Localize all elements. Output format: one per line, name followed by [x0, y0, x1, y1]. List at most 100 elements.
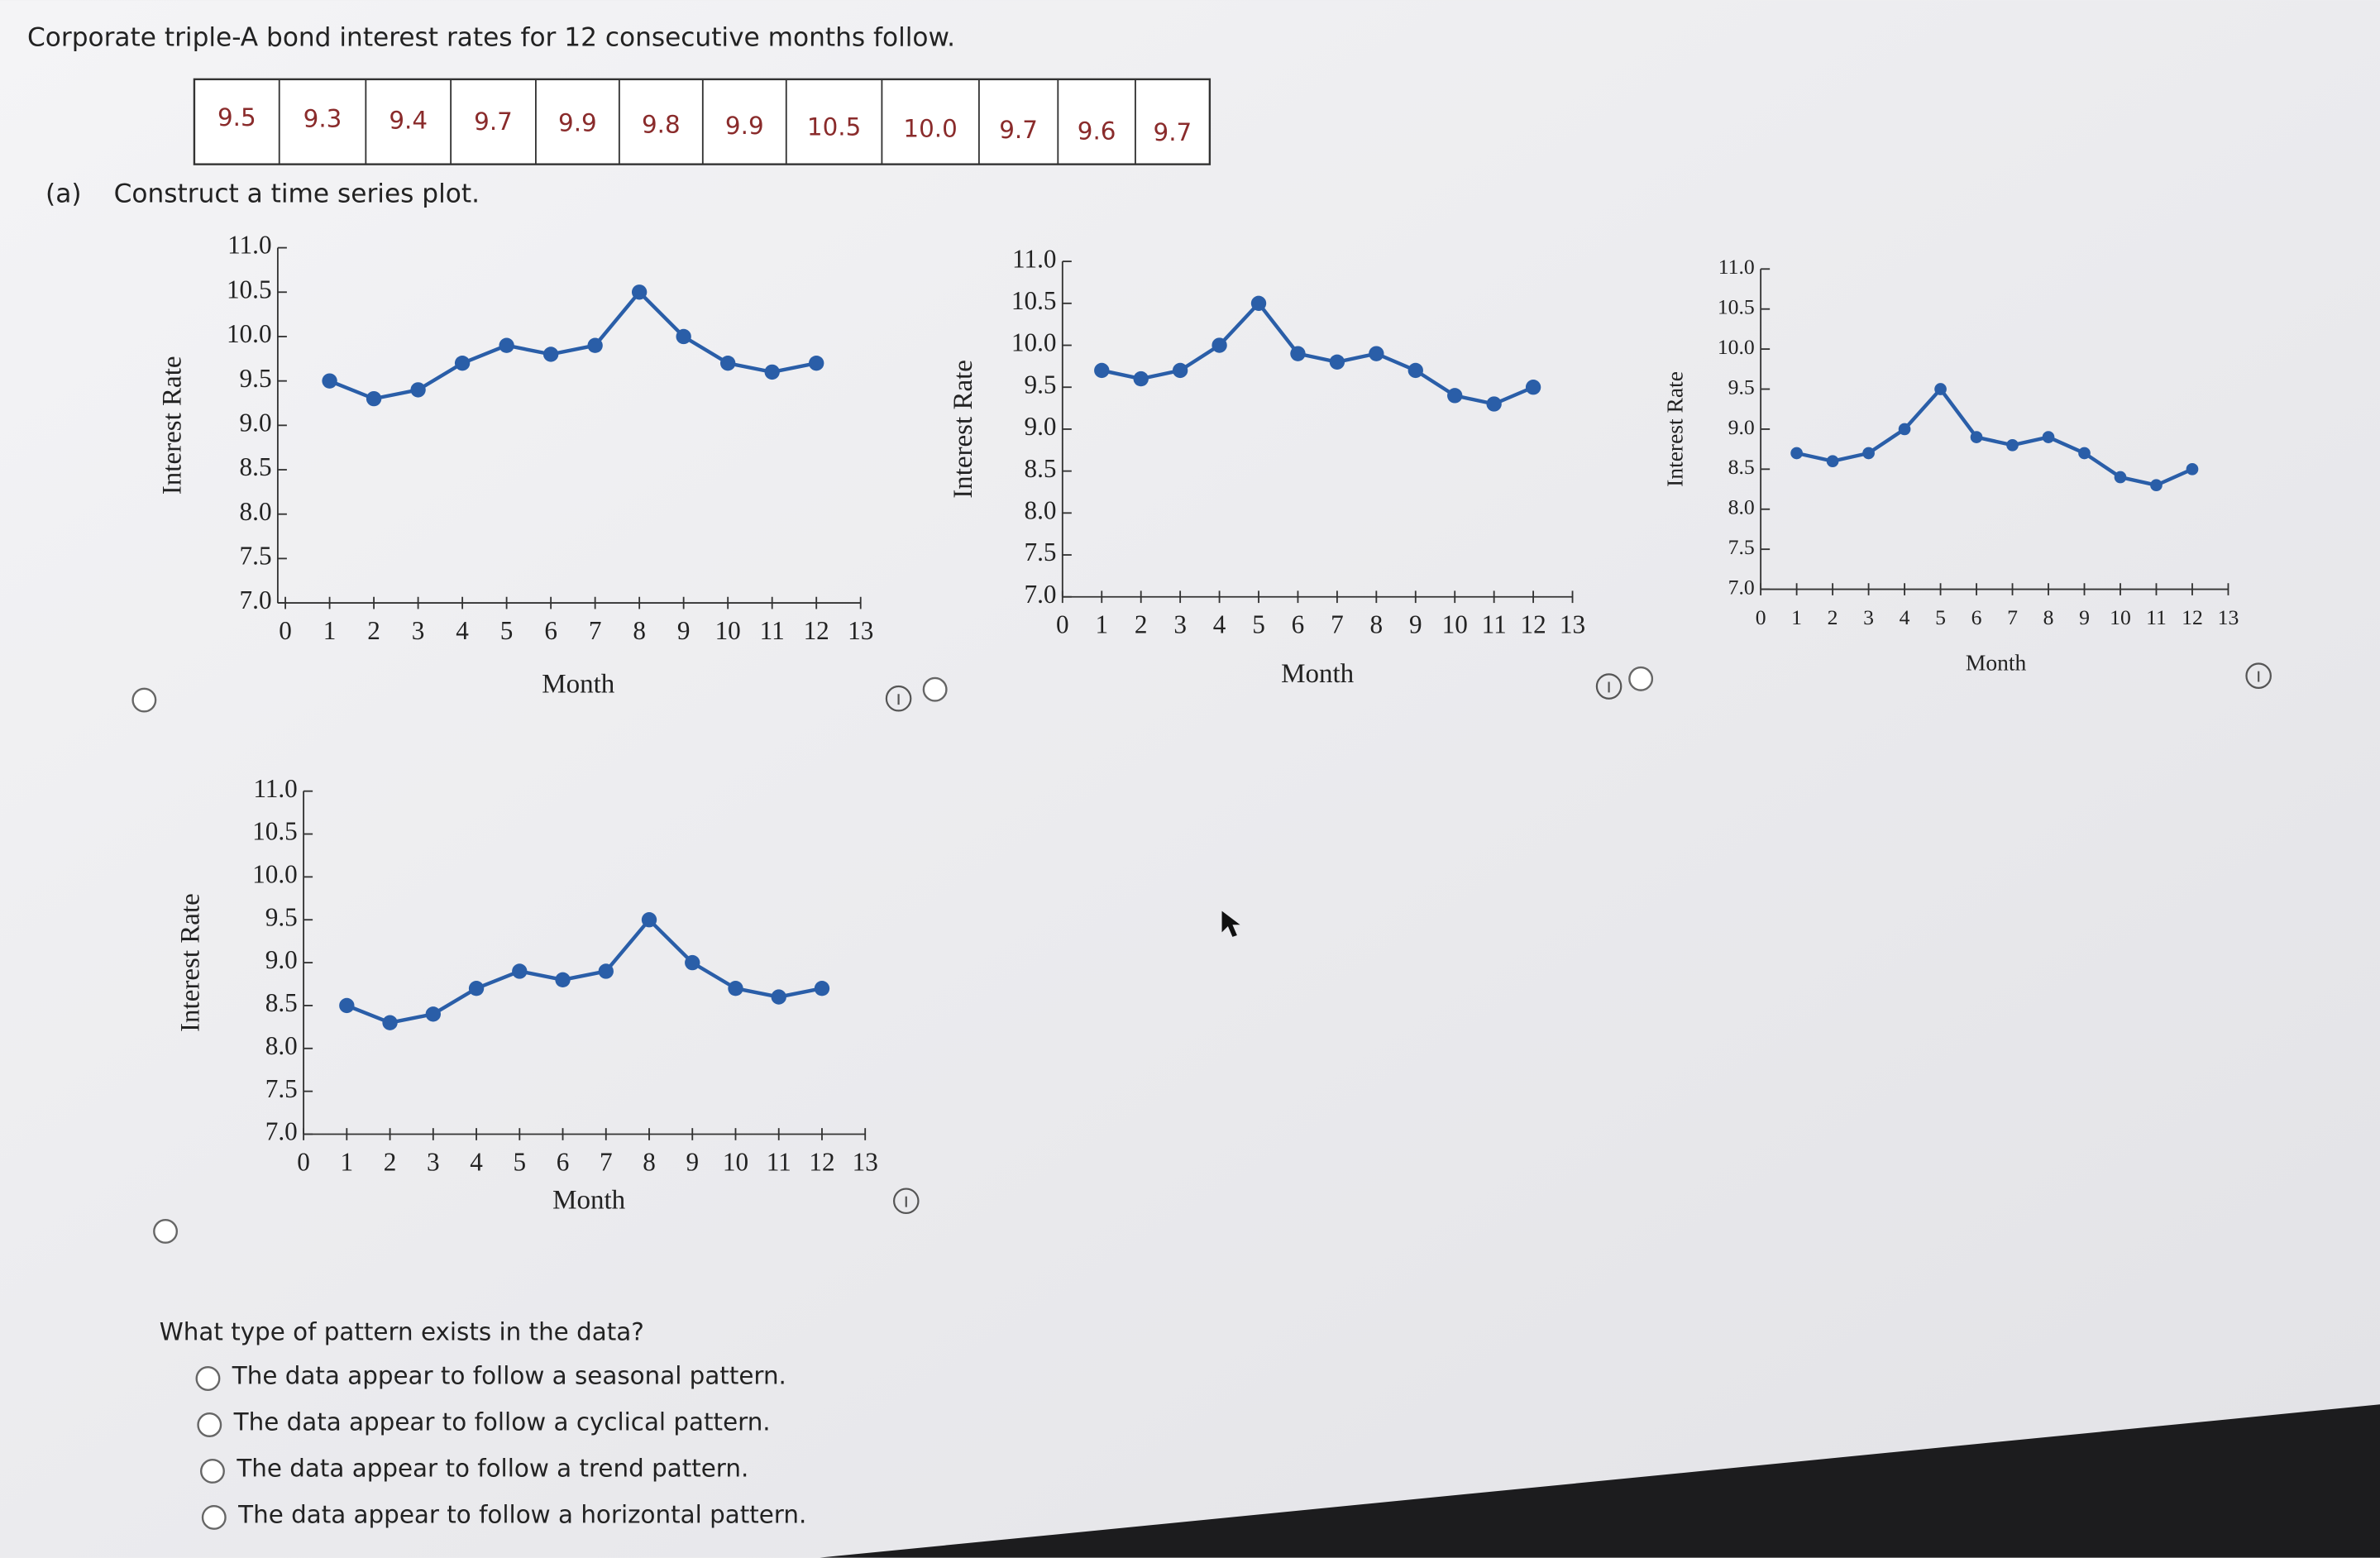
y-tick-label: 9.5	[1024, 370, 1056, 399]
option-radio[interactable]	[200, 1459, 225, 1484]
data-point	[410, 382, 426, 398]
y-tick-label: 10.0	[1011, 328, 1057, 357]
data-point	[1212, 337, 1227, 353]
x-tick-label: 8	[1370, 610, 1384, 639]
x-tick-label: 9	[2079, 605, 2090, 629]
x-tick-label: 12	[809, 1147, 834, 1176]
table-cell: 9.9	[558, 109, 597, 137]
y-tick-label: 10.0	[227, 319, 272, 348]
x-tick-label: 6	[544, 616, 557, 645]
data-point	[728, 981, 743, 996]
x-tick-label: 11	[1482, 610, 1507, 639]
y-tick-label: 8.5	[1728, 455, 1755, 479]
radio[interactable]	[922, 676, 948, 702]
x-tick-label: 3	[412, 616, 425, 645]
y-tick-label: 10.0	[1718, 335, 1755, 359]
data-point	[1447, 388, 1463, 404]
table-cell: 9.4	[389, 106, 428, 134]
info-icon[interactable]	[892, 1188, 920, 1215]
info-icon[interactable]	[885, 685, 912, 712]
option-text: The data appear to follow a seasonal pat…	[232, 1362, 786, 1390]
x-tick-label: 7	[600, 1147, 613, 1176]
data-point	[2042, 431, 2055, 443]
y-tick-label: 8.5	[1024, 454, 1056, 483]
option-text: The data appear to follow a horizontal p…	[237, 1501, 806, 1529]
x-tick-label: 8	[633, 616, 646, 645]
data-point	[1250, 295, 1267, 311]
x-tick-label: 6	[1292, 610, 1305, 639]
x-tick-label: 1	[1791, 605, 1802, 629]
y-tick-label: 8.5	[265, 988, 298, 1017]
x-tick-label: 10	[2110, 605, 2131, 629]
data-point	[1970, 431, 1983, 443]
x-tick-label: 8	[2043, 605, 2054, 629]
series-line	[1796, 386, 2193, 488]
radio[interactable]	[1628, 666, 1654, 691]
x-tick-label: 13	[1560, 610, 1585, 639]
x-axis-label: Month	[542, 670, 615, 700]
y-tick-label: 11.0	[1718, 255, 1755, 279]
option-text: The data appear to follow a cyclical pat…	[233, 1408, 771, 1436]
option-radio[interactable]	[195, 1366, 221, 1391]
x-tick-label: 11	[760, 616, 785, 645]
bezel	[820, 1404, 2380, 1558]
x-tick-label: 0	[297, 1147, 310, 1176]
table-cell: 9.7	[999, 116, 1038, 144]
chart: 7.07.58.08.59.09.510.010.511.00 1 2 3 4 5 6 7 8 9…	[176, 774, 878, 1216]
data-point	[764, 364, 780, 380]
data-point	[676, 328, 691, 345]
option-radio[interactable]	[201, 1504, 227, 1530]
y-tick-label: 8.5	[240, 452, 272, 481]
data-point	[1290, 346, 1306, 361]
y-tick-label: 7.0	[1728, 575, 1755, 599]
table-cell: 9.8	[642, 110, 681, 138]
question: What type of pattern exists in the data?	[160, 1317, 644, 1345]
data-point	[814, 981, 830, 996]
x-tick-label: 6	[557, 1147, 570, 1176]
option-radio[interactable]	[197, 1412, 222, 1437]
x-tick-label: 0	[279, 616, 292, 645]
radio[interactable]	[153, 1219, 179, 1244]
y-tick-label: 11.0	[227, 231, 271, 260]
x-axis-label: Month	[552, 1186, 626, 1216]
data-point	[512, 963, 528, 979]
data-point	[382, 1015, 398, 1030]
y-tick-label: 7.5	[1024, 538, 1056, 566]
option-text: The data appear to follow a trend patter…	[236, 1455, 748, 1483]
data-point	[454, 355, 471, 371]
data-point	[631, 284, 648, 300]
y-tick-label: 7.0	[1024, 580, 1056, 609]
table-cell: 10.5	[807, 113, 861, 141]
radio[interactable]	[131, 687, 157, 713]
data-point	[2114, 471, 2127, 484]
y-tick-label: 10.5	[1011, 286, 1057, 315]
y-tick-label: 10.5	[227, 275, 272, 303]
x-tick-label: 13	[2218, 605, 2239, 629]
chart: 7.07.58.08.59.09.510.010.511.00 1 2 3 4 5 6 7 8 9…	[158, 231, 874, 700]
y-tick-label: 9.5	[265, 902, 298, 931]
x-tick-label: 13	[848, 616, 873, 645]
x-tick-label: 1	[341, 1147, 354, 1176]
y-axis-label: Interest Rate	[1661, 371, 1687, 487]
data-point	[555, 972, 571, 988]
x-tick-label: 12	[1521, 610, 1546, 639]
info-icon[interactable]	[2245, 662, 2272, 689]
data-table: 9.5 9.3 9.4 9.7 9.9 9.8 9.9 10.5 10.0 9.7 9.6 9.7	[193, 78, 1212, 165]
x-tick-label: 7	[2007, 605, 2018, 629]
table-cell: 10.0	[903, 114, 957, 142]
data-point	[1898, 423, 1911, 436]
info-icon[interactable]	[1595, 673, 1623, 700]
data-point	[1329, 354, 1345, 370]
y-tick-label: 7.5	[265, 1074, 298, 1103]
x-tick-label: 4	[1900, 605, 1910, 629]
radio-buttons	[131, 666, 1654, 1244]
x-tick-label: 12	[2182, 605, 2203, 629]
x-tick-label: 5	[1252, 610, 1265, 639]
data-point	[587, 337, 603, 353]
table-cell: 9.3	[303, 105, 342, 133]
data-point	[598, 963, 614, 979]
x-tick-label: 11	[767, 1147, 791, 1176]
chart: 7.07.58.08.59.09.510.010.511.00 1 2 3 4 5 6 7 8 9…	[1661, 255, 2239, 675]
